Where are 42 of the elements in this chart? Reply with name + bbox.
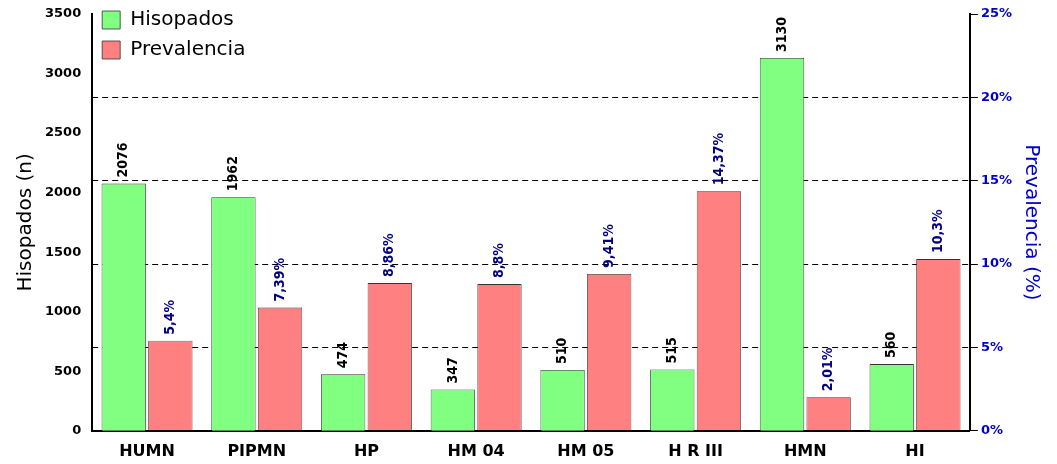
data-label: 1962 (224, 156, 241, 192)
x-tick-label: HMN (783, 440, 827, 460)
data-label: 8,86% (380, 233, 397, 278)
data-label: 347 (443, 357, 460, 384)
data-label: 515 (662, 337, 679, 364)
data-label: 510 (553, 337, 570, 365)
x-tick-label: HM 04 (447, 440, 505, 460)
data-label: 560 (882, 331, 899, 359)
y-tick-label: 2500 (44, 124, 82, 140)
y-tick-label: 1000 (44, 303, 82, 319)
y2-tick-label: 20% (980, 88, 1013, 104)
y2-tick-label: 25% (980, 5, 1013, 21)
x-tick-label: HI (905, 440, 925, 460)
y-axis-title: Hisopados (n) (12, 153, 37, 292)
y-tick-label: 0 (72, 422, 82, 438)
data-label: 2076 (114, 142, 131, 178)
data-label: 10,3% (928, 209, 945, 254)
y-tick-label: 3000 (44, 64, 82, 80)
data-label: 8,8% (490, 242, 507, 279)
y2-axis-title: Prevalencia (%) (1020, 144, 1045, 301)
y2-tick-label: 5% (980, 338, 1003, 354)
y-tick-label: 3500 (44, 5, 82, 21)
x-tick-label: H R III (668, 440, 723, 460)
data-label: 3130 (772, 16, 789, 53)
x-tick-label: HUMN (119, 440, 175, 460)
legend-label: Prevalencia (130, 36, 246, 61)
x-tick-label: PIPMN (227, 440, 287, 460)
data-label: 5,4% (160, 299, 177, 335)
x-tick-label: HP (353, 440, 380, 460)
data-label: 2,01% (819, 347, 836, 392)
y2-tick-label: 10% (980, 255, 1013, 271)
y2-tick-label: 0% (980, 422, 1003, 438)
y2-tick-label: 15% (980, 172, 1013, 188)
y-tick-label: 1500 (44, 243, 82, 259)
x-tick-label: HM 05 (557, 440, 615, 460)
y-tick-label: 500 (54, 362, 82, 378)
data-label: 14,37% (709, 132, 726, 186)
y-tick-label: 2000 (44, 184, 82, 199)
legend-label: Hisopados (130, 6, 234, 31)
data-label: 7,39% (270, 257, 287, 302)
data-label: 474 (333, 341, 350, 369)
data-label: 9,41% (599, 223, 616, 268)
